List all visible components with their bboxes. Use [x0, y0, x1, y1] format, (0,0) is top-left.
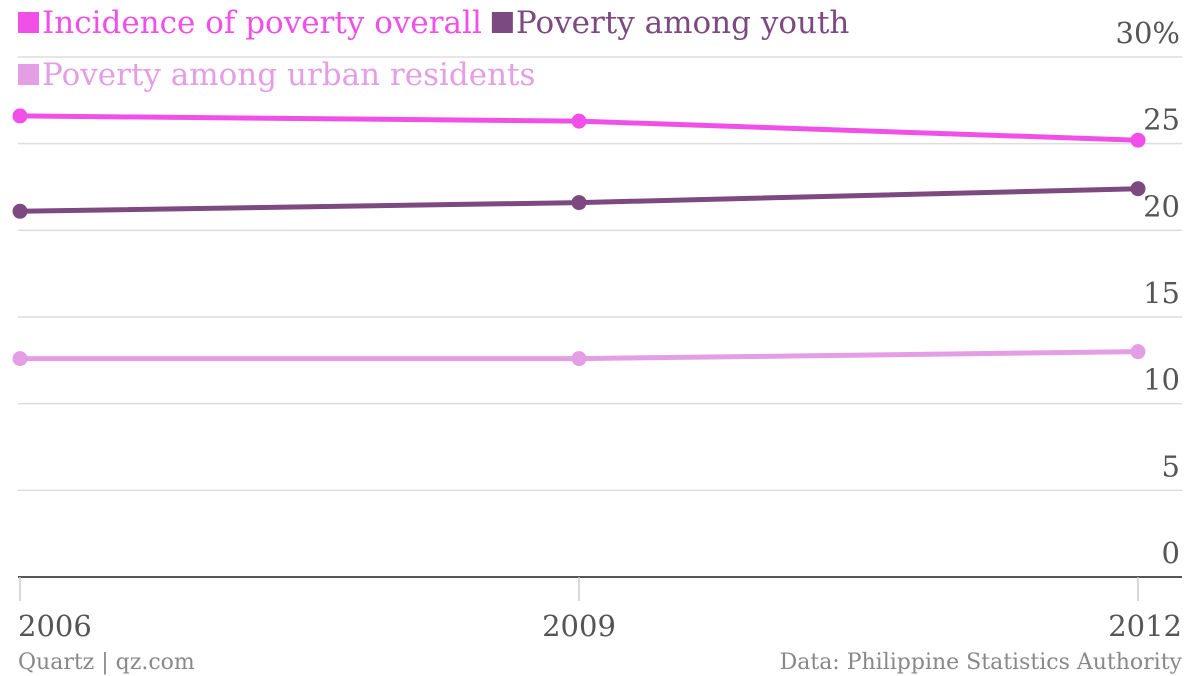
y-tick-label: 30%: [1116, 16, 1180, 50]
y-tick-label: 0: [1162, 536, 1180, 570]
data-point: [571, 351, 587, 367]
series-3: [12, 344, 1146, 367]
legend-item: Incidence of poverty overall: [18, 5, 482, 41]
data-point: [571, 195, 587, 211]
legend-item: Poverty among urban residents: [18, 57, 535, 93]
y-tick-label: 20: [1143, 189, 1180, 223]
data-point: [1130, 181, 1146, 197]
source-credit-left: Quartz | qz.com: [18, 650, 195, 675]
series-group: [12, 108, 1146, 367]
data-point: [1130, 344, 1146, 360]
legend: Incidence of poverty overall Poverty amon…: [18, 5, 849, 93]
y-tick-label: 15: [1143, 276, 1180, 310]
data-point: [12, 108, 28, 124]
legend-swatch: [18, 12, 39, 33]
x-tick-label: 2009: [542, 609, 616, 643]
y-axis-ticks: 0 5 10 15 20 25 30%: [1116, 16, 1180, 570]
legend-swatch: [491, 12, 513, 33]
x-tick-label: 2006: [18, 609, 92, 643]
source-credit-right: Data: Philippine Statistics Authority: [780, 650, 1183, 675]
legend-label: Incidence of poverty overall: [42, 5, 482, 41]
grid-lines: [18, 56, 1182, 578]
y-tick-label: 5: [1162, 449, 1180, 483]
data-point: [12, 351, 28, 367]
data-point: [1130, 132, 1146, 148]
data-point: [12, 203, 28, 219]
legend-label: Poverty among youth: [516, 5, 850, 41]
y-tick-label: 25: [1143, 103, 1180, 137]
y-tick-label: 10: [1143, 363, 1180, 397]
x-axis-ticks: 2006 2009 2012: [18, 577, 1182, 643]
legend-swatch: [18, 64, 39, 85]
data-point: [571, 113, 587, 129]
legend-label: Poverty among urban residents: [42, 57, 535, 93]
series-2: [12, 181, 1146, 219]
series-1: [12, 108, 1146, 148]
legend-item: Poverty among youth: [491, 5, 850, 41]
x-tick-label: 2012: [1108, 609, 1182, 643]
